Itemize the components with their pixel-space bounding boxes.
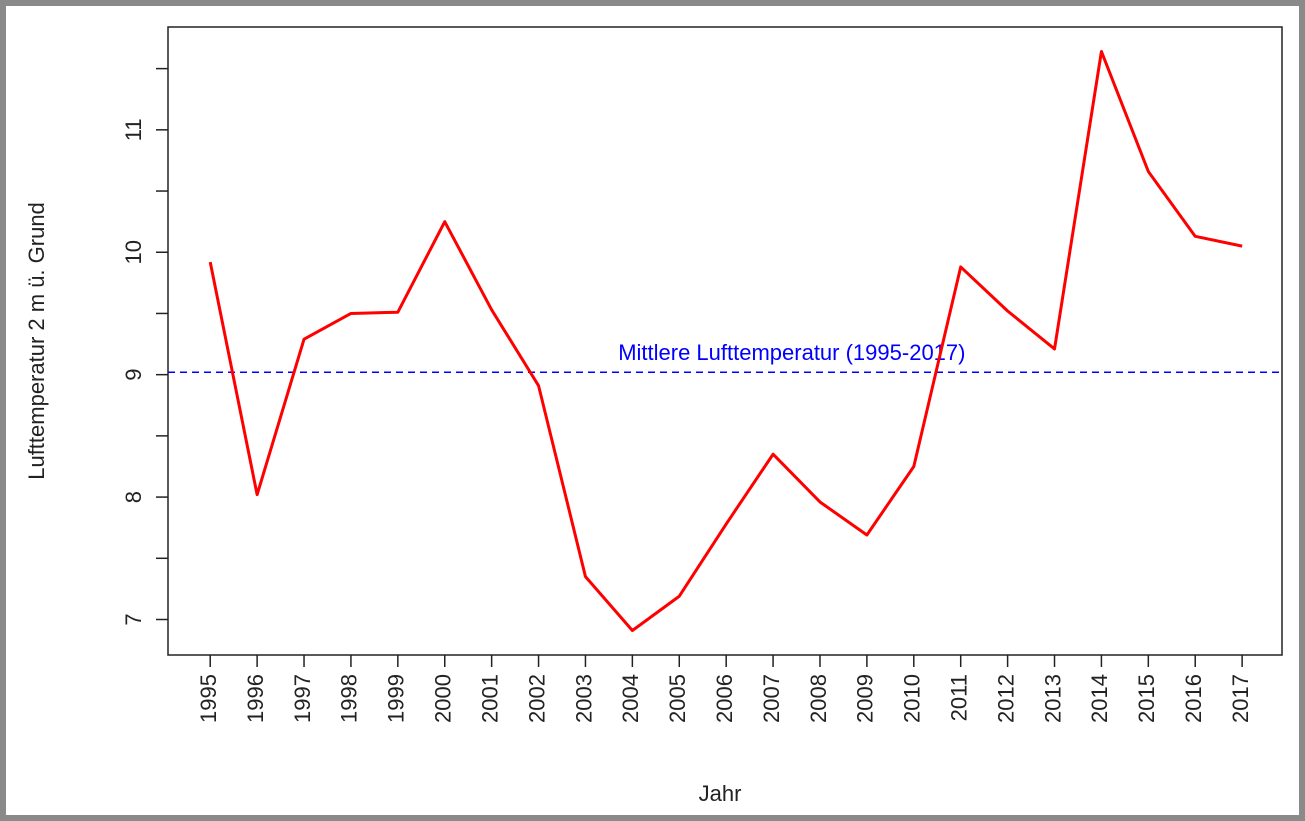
x-tick-label: 2001 — [477, 674, 502, 723]
x-tick-label: 2003 — [571, 674, 596, 723]
y-axis-label: Lufttemperatur 2 m ü. Grund — [24, 202, 49, 480]
x-tick-label: 2015 — [1134, 674, 1159, 723]
x-tick-label: 2009 — [853, 674, 878, 723]
x-tick-label: 2006 — [712, 674, 737, 723]
y-tick-label: 8 — [121, 491, 146, 503]
plot-box — [167, 26, 1283, 656]
x-tick-label: 2004 — [618, 674, 643, 723]
x-tick-label: 2008 — [806, 674, 831, 723]
y-tick-label: 10 — [121, 240, 146, 264]
line-series — [208, 49, 1243, 633]
x-tick-label: 1996 — [243, 674, 268, 723]
x-tick-label: 2005 — [665, 674, 690, 723]
x-tick-label: 2016 — [1181, 674, 1206, 723]
x-tick-label: 2007 — [759, 674, 784, 723]
x-tick-label: 2013 — [1040, 674, 1065, 723]
x-tick-label: 1999 — [384, 674, 409, 723]
x-tick-label: 2017 — [1228, 674, 1253, 723]
x-tick-label: 2010 — [900, 674, 925, 723]
y-tick-label: 9 — [121, 369, 146, 381]
x-tick-label: 2002 — [524, 674, 549, 723]
mean-label: Mittlere Lufttemperatur (1995-2017) — [618, 340, 965, 365]
x-tick-label: 2014 — [1087, 674, 1112, 723]
x-tick-label: 1997 — [290, 674, 315, 723]
x-tick-label: 2012 — [993, 674, 1018, 723]
x-tick-label: 1995 — [196, 674, 221, 723]
x-axis-label: Jahr — [699, 781, 742, 806]
x-tick-label: 2011 — [947, 674, 972, 721]
y-tick-label: 11 — [121, 118, 146, 141]
x-tick-label: 2000 — [431, 674, 456, 723]
y-tick-label: 7 — [121, 613, 146, 625]
x-tick-label: 1998 — [337, 674, 362, 723]
